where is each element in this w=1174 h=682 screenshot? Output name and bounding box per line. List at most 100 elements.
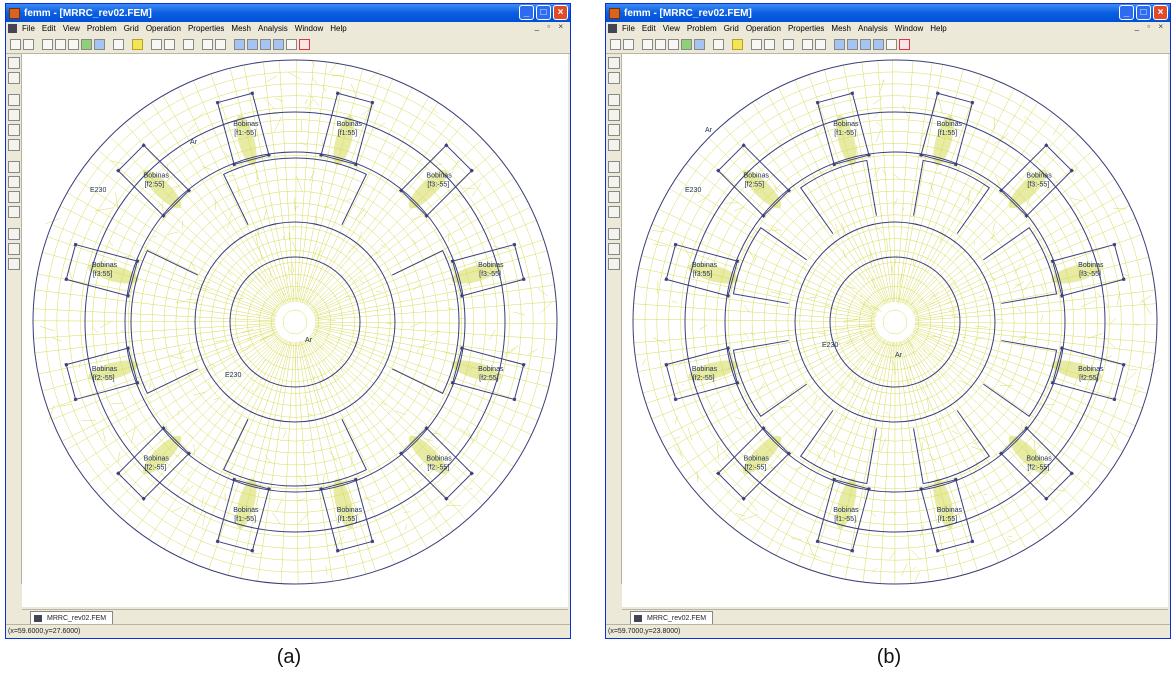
snap-grid-icon[interactable] [8,243,20,255]
menu-problem[interactable]: Problem [686,24,717,33]
move-icon[interactable] [847,38,858,50]
zoom-out-icon[interactable] [8,72,20,84]
menu-edit[interactable]: Edit [41,24,56,33]
menu-properties[interactable]: Properties [787,24,825,33]
node-mode-icon[interactable] [42,38,53,50]
open-folder-icon[interactable] [23,38,34,50]
arc-mode-icon[interactable] [68,38,79,50]
menu-view[interactable]: View [62,24,80,33]
zoom-natural-icon[interactable] [608,109,620,121]
close-button[interactable]: × [553,5,568,20]
group-mode-icon[interactable] [694,38,705,50]
circle-icon[interactable] [815,38,826,50]
node-mode-icon[interactable] [642,38,653,50]
group-mode-icon[interactable] [94,38,105,50]
maximize-button[interactable]: □ [1136,5,1151,20]
scale-icon[interactable] [860,38,871,50]
pan-left-icon[interactable] [608,191,620,203]
view-results-icon[interactable] [164,38,175,50]
block-label-icon[interactable] [81,38,92,50]
segment-mode-icon[interactable] [55,38,66,50]
view-results-icon[interactable] [764,38,775,50]
set-grid-icon[interactable] [8,258,20,270]
zoom-previous-icon[interactable] [8,124,20,136]
fillet-icon[interactable] [286,38,297,50]
menu-window[interactable]: Window [294,24,324,33]
rectangle-icon[interactable] [802,38,813,50]
title-bar[interactable]: femm - [MRRC_rev02.FEM] _ □ × [606,4,1170,22]
snap-grid-icon[interactable] [608,243,620,255]
arc-mode-icon[interactable] [668,38,679,50]
segment-mode-icon[interactable] [655,38,666,50]
maximize-button[interactable]: □ [536,5,551,20]
mesh-icon[interactable] [113,38,124,50]
menu-analysis[interactable]: Analysis [857,24,888,33]
title-bar[interactable]: femm - [MRRC_rev02.FEM] _ □ × [6,4,570,22]
menu-operation[interactable]: Operation [145,24,181,33]
minimize-button[interactable]: _ [519,5,534,20]
block-label-icon[interactable] [681,38,692,50]
analyze-icon[interactable] [151,38,162,50]
zoom-in-icon[interactable] [8,57,20,69]
pan-left-icon[interactable] [8,191,20,203]
show-grid-icon[interactable] [8,228,20,240]
delete-icon[interactable] [899,38,910,50]
zoom-in-icon[interactable] [608,57,620,69]
menu-help[interactable]: Help [330,24,347,33]
menu-window[interactable]: Window [894,24,924,33]
rectangle-icon[interactable] [202,38,213,50]
undo-icon[interactable] [183,38,194,50]
open-folder-icon[interactable] [623,38,634,50]
zoom-fit-icon[interactable] [608,139,620,151]
menu-problem[interactable]: Problem [86,24,117,33]
close-button[interactable]: × [1153,5,1168,20]
new-file-icon[interactable] [10,38,21,50]
zoom-previous-icon[interactable] [608,124,620,136]
menu-file[interactable]: File [22,24,35,33]
menu-operation[interactable]: Operation [745,24,781,33]
fillet-icon[interactable] [886,38,897,50]
menu-analysis[interactable]: Analysis [257,24,288,33]
zoom-fit-icon[interactable] [8,139,20,151]
pan-right-icon[interactable] [8,206,20,218]
mesh-icon[interactable] [713,38,724,50]
copy-icon[interactable] [234,38,245,50]
show-grid-icon[interactable] [608,228,620,240]
analyze-icon[interactable] [751,38,762,50]
menu-mesh[interactable]: Mesh [231,24,251,33]
minimize-button[interactable]: _ [1119,5,1134,20]
menu-view[interactable]: View [662,24,680,33]
menu-mesh[interactable]: Mesh [831,24,851,33]
pan-down-icon[interactable] [608,176,620,188]
pan-right-icon[interactable] [608,206,620,218]
zoom-window-icon[interactable] [608,94,620,106]
copy-icon[interactable] [834,38,845,50]
delete-icon[interactable] [299,38,310,50]
menu-edit[interactable]: Edit [641,24,656,33]
mdi-controls[interactable]: _ ▫ × [1134,22,1166,31]
mirror-icon[interactable] [273,38,284,50]
zoom-window-icon[interactable] [8,94,20,106]
pan-down-icon[interactable] [8,176,20,188]
move-icon[interactable] [247,38,258,50]
zoom-out-icon[interactable] [608,72,620,84]
menu-file[interactable]: File [622,24,635,33]
undo-icon[interactable] [783,38,794,50]
menu-grid[interactable]: Grid [723,24,739,33]
zoom-natural-icon[interactable] [8,109,20,121]
circle-icon[interactable] [215,38,226,50]
pan-up-icon[interactable] [608,161,620,173]
menu-help[interactable]: Help [930,24,947,33]
mdi-controls[interactable]: _ ▫ × [534,22,566,31]
scale-icon[interactable] [260,38,271,50]
menu-grid[interactable]: Grid [123,24,139,33]
pan-up-icon[interactable] [8,161,20,173]
yellow-mesh-icon[interactable] [732,38,743,50]
yellow-mesh-icon[interactable] [132,38,143,50]
drawing-canvas[interactable]: Bobinas [f1:-55] Bobinas [f1:55] Bobinas [f3:… [622,54,1168,607]
drawing-canvas[interactable]: Bobinas [f1:-55] Bobinas [f1:55] Bobinas [f3:… [22,54,568,607]
mirror-icon[interactable] [873,38,884,50]
new-file-icon[interactable] [610,38,621,50]
set-grid-icon[interactable] [608,258,620,270]
menu-properties[interactable]: Properties [187,24,225,33]
